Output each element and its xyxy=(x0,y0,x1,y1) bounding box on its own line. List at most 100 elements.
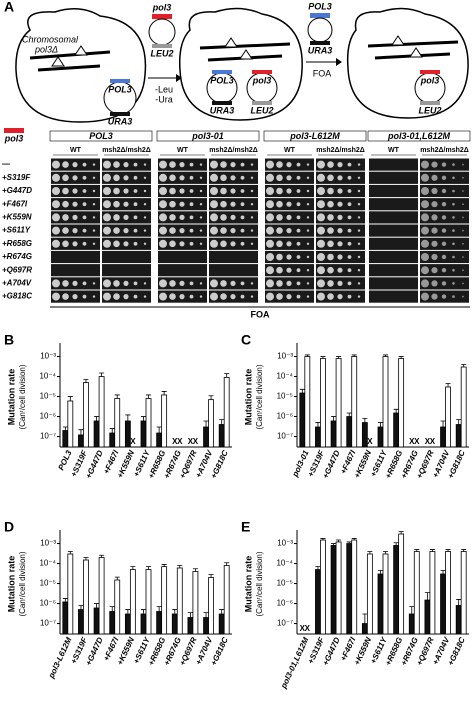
error-bar xyxy=(208,574,214,578)
bar xyxy=(382,356,389,448)
colony-spot xyxy=(431,174,438,181)
bar xyxy=(156,432,163,448)
error-bar xyxy=(187,612,193,618)
colony-spot xyxy=(72,188,78,194)
colony-spot xyxy=(286,162,292,168)
colony-spot xyxy=(159,213,167,222)
colony-spot xyxy=(82,175,87,180)
colony-spot xyxy=(441,281,447,286)
colony-spot xyxy=(72,228,78,234)
group-box xyxy=(367,130,471,142)
colony-spot xyxy=(286,228,292,234)
error-bar xyxy=(156,606,162,612)
colony-spot xyxy=(113,240,120,248)
error-bar xyxy=(351,538,357,541)
colony-spot xyxy=(82,202,87,207)
bar xyxy=(315,426,321,448)
colony-spot xyxy=(240,189,245,193)
group-box xyxy=(156,130,260,142)
bar xyxy=(424,599,431,635)
colony-spot xyxy=(441,254,447,260)
subgroup-header: WT xyxy=(70,147,82,154)
plate xyxy=(369,171,418,184)
colony-spot xyxy=(296,215,301,220)
colony-spot xyxy=(230,241,236,247)
y-axis-label: (Canʳ/cell division) xyxy=(18,551,27,616)
colony-spot xyxy=(52,173,60,182)
colony-spot xyxy=(431,253,438,261)
row-label: +Q697R xyxy=(2,265,32,274)
colony-spot xyxy=(210,292,218,301)
colony-spot xyxy=(72,214,78,220)
colony-spot xyxy=(296,255,301,259)
colony-spot xyxy=(230,201,236,207)
error-bar xyxy=(429,549,435,552)
colony-spot xyxy=(441,175,447,180)
bar xyxy=(445,386,451,448)
colony-spot xyxy=(421,173,429,182)
error-bar xyxy=(424,592,430,601)
triangle xyxy=(224,37,253,60)
bar xyxy=(460,366,467,448)
error-bar xyxy=(456,599,462,606)
colony-spot xyxy=(317,213,325,222)
error-bar xyxy=(156,426,162,434)
colony-spot xyxy=(220,214,227,221)
x-tick-label: pol3-01,L612M xyxy=(279,636,311,691)
error-bar xyxy=(398,531,404,534)
colony-spot xyxy=(421,213,429,222)
bar xyxy=(62,601,69,635)
bar xyxy=(455,605,462,635)
gene-bar xyxy=(310,13,330,18)
subgroup-header: msh2Δ/msh2Δ xyxy=(102,147,151,154)
colony-spot xyxy=(230,280,236,286)
colony-spot xyxy=(452,176,455,180)
y-tick-label: 10⁻⁷ xyxy=(40,432,56,441)
bar xyxy=(171,613,178,635)
error-bar xyxy=(320,356,326,359)
colony-spot xyxy=(306,255,310,259)
missing-marker: X xyxy=(300,624,306,633)
colony-spot xyxy=(327,280,334,287)
error-bar xyxy=(398,356,404,359)
error-bar xyxy=(383,551,389,554)
colony-spot xyxy=(306,163,310,166)
bar xyxy=(78,609,84,635)
error-bar xyxy=(203,420,209,427)
colony-spot xyxy=(276,280,283,287)
error-bar xyxy=(219,609,225,614)
colony-spot xyxy=(103,226,111,235)
colony-spot xyxy=(431,240,438,247)
colony-spot xyxy=(189,202,194,207)
plasmid xyxy=(307,17,333,43)
colony-spot xyxy=(210,239,218,248)
error-bar xyxy=(393,408,399,414)
cell xyxy=(346,7,469,119)
plate xyxy=(51,250,100,264)
colony-spot xyxy=(199,203,203,206)
colony-spot xyxy=(337,294,343,300)
colony-spot xyxy=(123,228,129,234)
bar xyxy=(460,551,467,635)
missing-marker: X xyxy=(425,437,431,446)
colony-spot xyxy=(441,294,447,299)
colony-spot xyxy=(296,228,301,233)
colony-spot xyxy=(421,200,429,209)
colony-spot xyxy=(169,161,176,168)
colony-spot xyxy=(357,176,361,179)
bar xyxy=(161,394,168,448)
bar xyxy=(98,376,105,448)
error-bar xyxy=(99,372,105,377)
colony-spot xyxy=(441,241,447,246)
colony-spot xyxy=(179,188,185,194)
plate xyxy=(369,224,418,237)
colony-spot xyxy=(72,175,78,181)
y-axis-label: Mutation rate xyxy=(243,556,253,613)
bar xyxy=(429,551,436,635)
colony-spot xyxy=(123,294,129,300)
colony-spot xyxy=(133,281,138,286)
plates-footer: FOA xyxy=(251,309,270,319)
colony-spot xyxy=(441,162,447,167)
arrowhead xyxy=(176,74,182,82)
y-tick-label: 10⁻⁵ xyxy=(277,392,293,401)
